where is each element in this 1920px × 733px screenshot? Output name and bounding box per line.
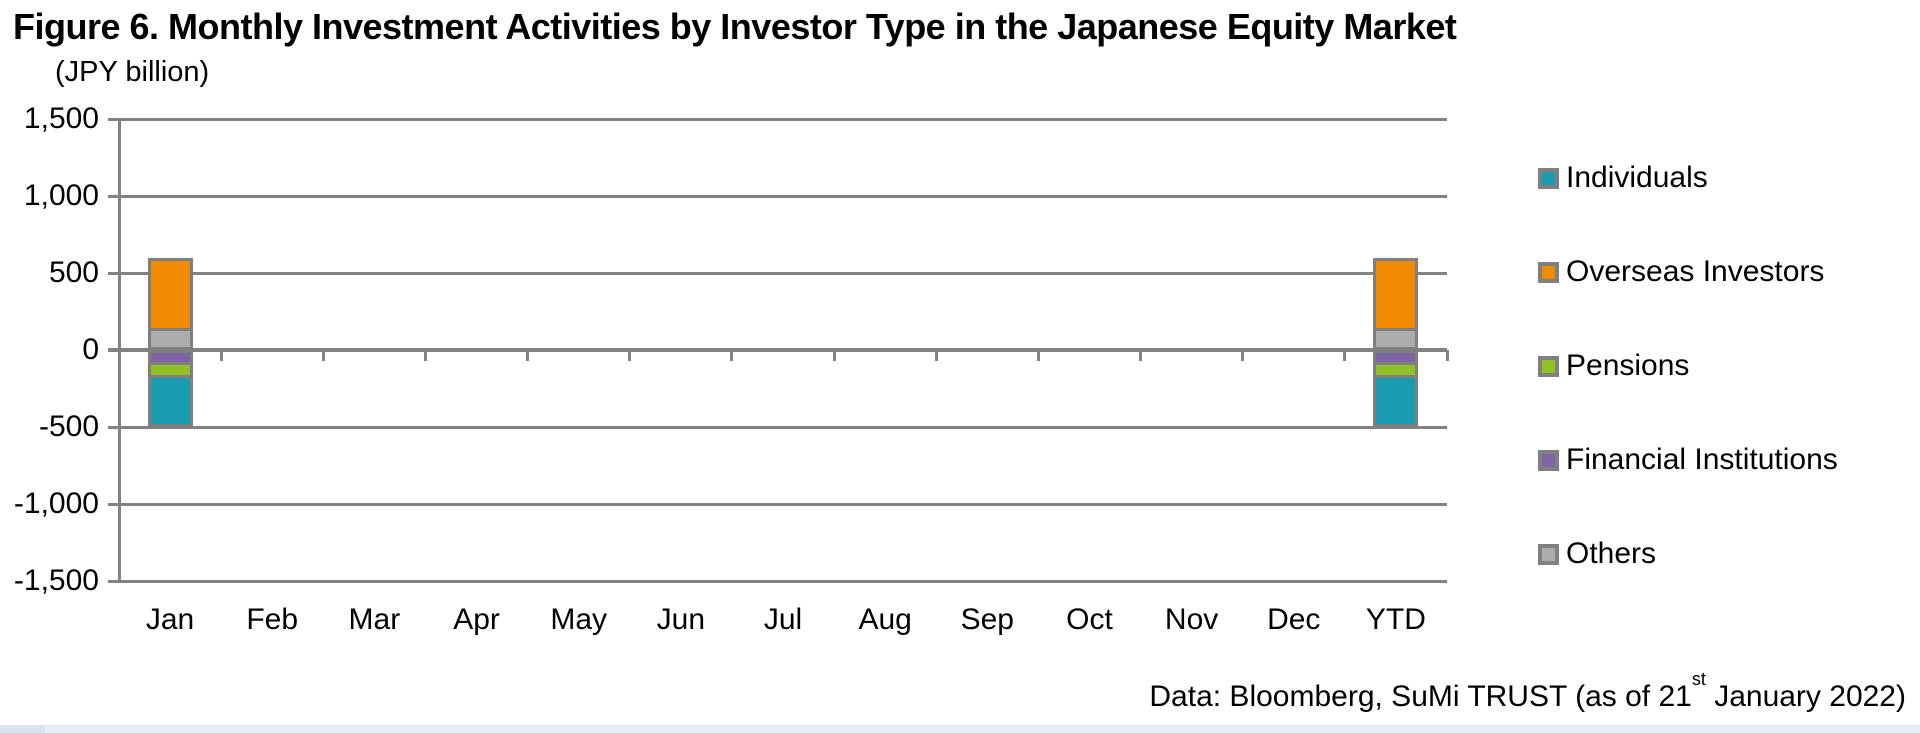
- legend-item-pensions: Pensions: [1538, 349, 1689, 383]
- y-tick-label: -1,500: [13, 564, 99, 597]
- bar-jan-segment-overseas-investors: [147, 257, 193, 332]
- gridline--500: [108, 425, 1447, 429]
- x-axis-tick: [526, 350, 530, 361]
- x-axis-tick: [117, 350, 121, 361]
- gridline-1,000: [108, 194, 1447, 198]
- x-tick-label-ytd: YTD: [1365, 603, 1426, 636]
- gridline--1,000: [108, 502, 1447, 506]
- bar-jan-segment-individuals: [147, 374, 193, 427]
- gridline--1,500: [108, 579, 1447, 583]
- legend-item-financial-institutions: Financial Institutions: [1538, 443, 1838, 477]
- x-tick-label-apr: Apr: [453, 603, 500, 636]
- legend-swatch-pensions: [1538, 355, 1559, 377]
- x-tick-label-dec: Dec: [1267, 603, 1321, 636]
- gridline-0: [108, 348, 1447, 352]
- source-note: Data: Bloomberg, SuMi TRUST (as of 21st …: [1149, 669, 1906, 714]
- bar-ytd-segment-individuals: [1373, 374, 1419, 427]
- source-note-suffix: January 2022): [1705, 680, 1906, 713]
- legend-label-pensions: Pensions: [1566, 349, 1690, 382]
- x-axis-tick: [321, 350, 325, 361]
- x-tick-label-mar: Mar: [348, 603, 401, 636]
- gridline-500: [108, 271, 1447, 275]
- x-tick-label-nov: Nov: [1164, 603, 1219, 636]
- x-tick-label-oct: Oct: [1066, 603, 1113, 636]
- legend-label-individuals: Individuals: [1566, 161, 1708, 194]
- x-axis-tick: [423, 350, 427, 361]
- x-axis-tick: [1445, 350, 1449, 361]
- x-tick-label-jan: Jan: [145, 603, 195, 636]
- x-axis-tick: [1241, 350, 1245, 361]
- legend-label-others: Others: [1566, 537, 1657, 570]
- source-note-superscript: st: [1691, 669, 1706, 689]
- source-note-prefix: Data: Bloomberg, SuMi TRUST (as of 21: [1149, 680, 1692, 713]
- bar-ytd-segment-overseas-investors: [1373, 257, 1419, 332]
- legend-label-overseas-investors: Overseas Investors: [1566, 255, 1825, 288]
- x-axis-tick: [219, 350, 223, 361]
- x-axis-tick: [1139, 350, 1143, 361]
- bar-ytd-segment-others: [1373, 328, 1419, 350]
- legend-label-financial-institutions: Financial Institutions: [1566, 443, 1838, 476]
- y-tick-label: 0: [82, 333, 99, 366]
- x-axis-tick: [1036, 350, 1040, 361]
- legend-item-overseas-investors: Overseas Investors: [1538, 255, 1824, 289]
- y-tick-label: -1,000: [13, 487, 99, 520]
- x-axis-tick: [1343, 350, 1347, 361]
- x-axis-tick: [628, 350, 632, 361]
- legend-swatch-financial-institutions: [1538, 449, 1559, 471]
- legend-swatch-individuals: [1538, 167, 1559, 189]
- legend-swatch-overseas-investors: [1538, 261, 1559, 283]
- gridline-1,500: [108, 117, 1447, 121]
- y-tick-label: 1,000: [23, 179, 99, 212]
- y-tick-label: 1,500: [23, 102, 99, 135]
- y-axis-unit-label: (JPY billion): [55, 56, 210, 88]
- bar-jan-segment-others: [147, 328, 193, 350]
- bottom-strip-left-segment: [0, 725, 45, 733]
- x-axis-tick: [730, 350, 734, 361]
- figure-title: Figure 6. Monthly Investment Activities …: [13, 6, 1457, 47]
- legend-item-individuals: Individuals: [1538, 161, 1708, 195]
- y-tick-label: -500: [38, 410, 99, 443]
- x-tick-label-jul: Jul: [763, 603, 803, 636]
- x-tick-label-aug: Aug: [858, 603, 912, 636]
- x-axis-tick: [934, 350, 938, 361]
- x-tick-label-may: May: [550, 603, 608, 636]
- bottom-strip: [0, 725, 1920, 733]
- x-tick-label-feb: Feb: [246, 603, 299, 636]
- legend-item-others: Others: [1538, 537, 1656, 571]
- x-axis-tick: [832, 350, 836, 361]
- y-tick-label: 500: [48, 256, 99, 289]
- x-tick-label-jun: Jun: [656, 603, 706, 636]
- x-tick-label-sep: Sep: [960, 603, 1014, 636]
- legend-swatch-others: [1538, 543, 1559, 565]
